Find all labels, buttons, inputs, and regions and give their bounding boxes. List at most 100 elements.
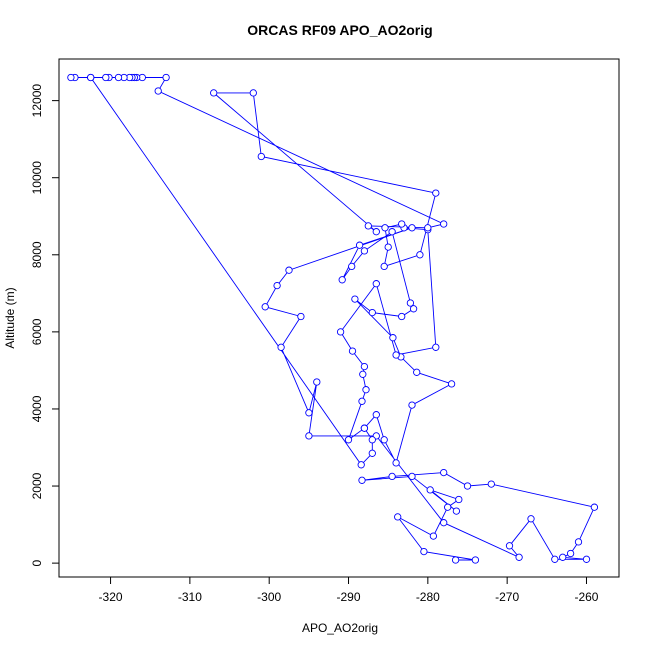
y-tick-label: 8000 — [30, 241, 44, 268]
data-point — [574, 538, 583, 546]
data-point — [162, 73, 170, 82]
data-point — [398, 220, 406, 228]
data-point — [429, 532, 438, 540]
x-tick-label: -260 — [574, 590, 598, 604]
data-point — [368, 449, 376, 457]
data-point — [297, 312, 305, 321]
data-point — [348, 262, 356, 271]
data-point — [358, 397, 366, 405]
data-point — [389, 334, 397, 342]
data-point — [463, 482, 472, 490]
x-tick-label: -280 — [416, 590, 440, 604]
data-point — [394, 513, 402, 521]
data-point — [408, 224, 416, 232]
data-point — [392, 351, 400, 359]
data-point — [559, 553, 567, 561]
data-point — [360, 247, 369, 255]
data-point — [424, 224, 432, 232]
data-point — [362, 386, 370, 394]
y-tick-label: 4000 — [30, 395, 44, 422]
y-tick-label: 10000 — [30, 161, 44, 195]
data-point — [440, 519, 448, 527]
data-point — [372, 411, 380, 419]
data-point — [210, 89, 218, 97]
data-point — [381, 224, 389, 232]
data-point — [305, 409, 313, 417]
data-point — [114, 73, 123, 82]
plot-frame — [58, 58, 620, 578]
data-point — [338, 276, 346, 284]
data-point — [416, 251, 424, 259]
data-point — [261, 303, 269, 311]
data-point — [154, 87, 162, 95]
data-point — [305, 432, 313, 440]
x-axis-label: APO_AO2orig — [302, 621, 378, 635]
data-point — [372, 228, 380, 236]
data-point — [487, 480, 495, 488]
data-point — [551, 555, 559, 563]
series-layer — [67, 73, 599, 564]
x-tick-label: -270 — [495, 590, 519, 604]
data-point — [380, 436, 388, 444]
data-point — [452, 507, 461, 515]
data-point — [372, 280, 380, 288]
data-point — [249, 89, 257, 97]
chart-title: ORCAS RF09 APO_AO2orig — [247, 22, 432, 38]
data-point — [451, 556, 460, 564]
data-point — [368, 308, 376, 317]
data-point — [360, 424, 369, 432]
data-point — [384, 243, 392, 251]
data-point — [398, 312, 406, 321]
series-line — [70, 77, 596, 561]
data-point — [388, 228, 396, 236]
y-axis: 0 2000 4000 6000 8000 10000 12000 — [30, 84, 59, 566]
data-point — [413, 368, 421, 376]
data-point — [440, 220, 448, 228]
data-point — [432, 189, 440, 197]
data-point — [566, 549, 575, 558]
data-point — [420, 547, 428, 556]
data-point — [471, 556, 480, 564]
data-point — [364, 222, 372, 230]
data-point — [505, 542, 514, 550]
data-point — [455, 495, 463, 504]
x-tick-label: -300 — [257, 590, 281, 604]
data-point — [590, 503, 599, 511]
data-point — [515, 553, 523, 561]
data-point — [440, 468, 448, 477]
data-point — [348, 347, 357, 355]
data-point — [357, 461, 365, 469]
data-point — [273, 281, 281, 290]
x-axis: -320 -310 -300 -290 -280 -270 -260 — [99, 577, 599, 604]
data-point — [380, 262, 388, 271]
data-point — [67, 73, 75, 82]
data-point — [313, 378, 321, 386]
x-tick-label: -310 — [178, 590, 202, 604]
y-tick-label: 12000 — [30, 84, 44, 118]
data-point — [408, 472, 416, 481]
data-point — [426, 486, 434, 494]
data-point — [360, 362, 369, 371]
data-point — [408, 401, 416, 409]
x-tick-label: -320 — [99, 590, 123, 604]
data-point — [87, 73, 95, 82]
data-point — [406, 299, 415, 307]
data-point — [336, 328, 345, 336]
data-point — [447, 380, 456, 388]
data-point — [392, 459, 400, 467]
data-point — [358, 476, 366, 484]
y-tick-label: 6000 — [30, 318, 44, 345]
y-tick-label: 2000 — [30, 472, 44, 499]
data-point — [285, 266, 293, 274]
x-tick-label: -290 — [337, 590, 361, 604]
data-point — [582, 555, 591, 563]
data-point — [344, 436, 353, 444]
data-point — [355, 241, 364, 249]
data-point — [409, 305, 418, 313]
data-point — [527, 515, 535, 523]
data-point — [444, 503, 452, 511]
data-point — [359, 370, 367, 378]
data-point — [277, 343, 285, 351]
y-tick-label: 0 — [30, 559, 44, 566]
